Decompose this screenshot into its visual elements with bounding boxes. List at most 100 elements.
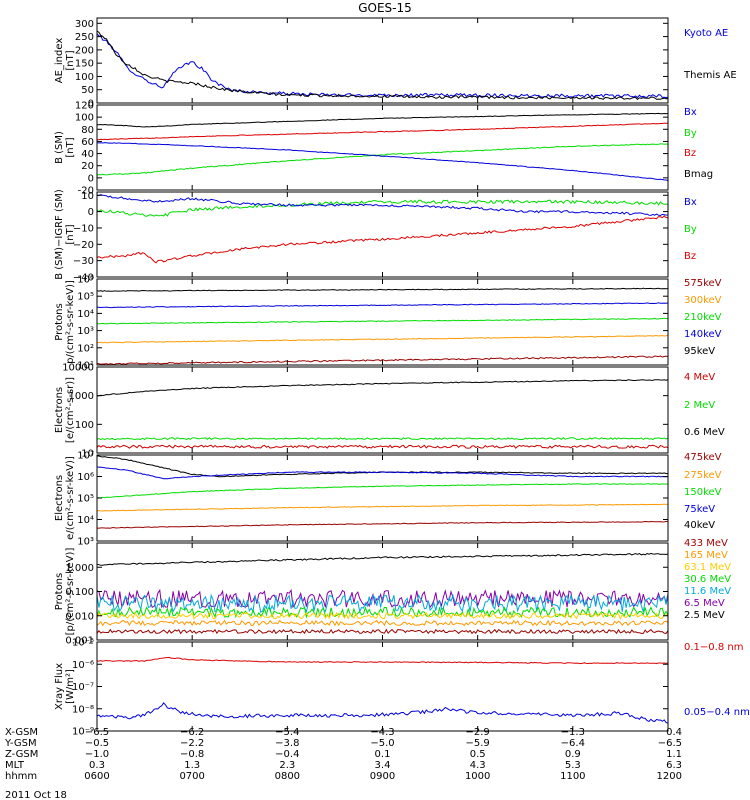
- series-protons_low-2: [96, 317, 669, 325]
- y-axis-label-line: [e/(cm²-s-sr)]: [65, 377, 76, 443]
- y-tick-label: 10³: [77, 537, 94, 548]
- legend-entry: 150keV: [684, 487, 722, 498]
- x-row-value: 1100: [560, 771, 585, 782]
- legend-entry: 140keV: [684, 329, 722, 340]
- y-tick-label: 10⁻⁹: [72, 727, 94, 738]
- series-bsm-0: [96, 112, 669, 128]
- x-row-label: Y-GSM: [4, 738, 37, 749]
- legend-entry: By: [684, 128, 697, 139]
- x-row-value: 0.3: [89, 760, 105, 771]
- series-bres-0: [96, 215, 668, 264]
- x-row-value: −5.4: [275, 727, 299, 738]
- series-xray-1: [96, 702, 669, 724]
- y-tick-label: 10: [81, 191, 94, 202]
- x-row-value: 4.3: [470, 760, 486, 771]
- y-tick-label: −40: [73, 273, 94, 284]
- y-axis-label: Electrons[e/(cm²-s-sr)]: [54, 377, 76, 443]
- y-tick-label: −30: [73, 256, 94, 267]
- panel-bres: −40 −30 −20 −10 0 10 B (SM)−IGRF (SM)[nT] Bx By B…: [54, 189, 697, 283]
- series-protons_mev-6: [96, 628, 669, 635]
- panel-frame: [96, 278, 669, 366]
- y-tick-label: −10: [73, 223, 94, 234]
- legend-entry: 4 MeV: [684, 372, 715, 383]
- panel-xray: 10⁻⁹ 10⁻⁸ 10⁻⁷ 10⁻⁶ 10⁻⁵ Xray Flux[W/m²] 0.1−0…: [54, 638, 750, 738]
- y-tick-label: 1.000: [65, 563, 94, 574]
- series-ae-1: [96, 30, 669, 101]
- y-tick-label: 60: [81, 137, 94, 148]
- series-electrons_mev-2: [96, 444, 669, 449]
- x-row-value: −3.8: [275, 738, 299, 749]
- y-tick-label: 120: [75, 101, 94, 112]
- x-row-value: 0900: [370, 771, 395, 782]
- x-row-value: −5.0: [370, 738, 394, 749]
- x-row-value: 3.4: [375, 760, 391, 771]
- panel-frame: [96, 191, 669, 278]
- y-axis-label-line: e/(cm²-s-sr-keV)]: [65, 456, 76, 540]
- date-label: 2011 Oct 18: [5, 790, 67, 800]
- y-tick-label: 10⁴: [77, 309, 94, 320]
- y-axis-label-line: [nT]: [65, 224, 76, 244]
- legend-entry: 30.6 MeV: [684, 574, 731, 585]
- panel-electrons_mev: 10 100 1000 10000 Electrons[e/(cm²-s-sr)] 4 M…: [54, 363, 725, 460]
- legend-entry: 300keV: [684, 295, 722, 306]
- y-tick-label: −20: [73, 240, 94, 251]
- y-axis-label-line: p/(cm²-s-sr-keV)]: [65, 280, 76, 364]
- legend-entry: 95keV: [684, 346, 715, 357]
- y-tick-label: 150: [75, 59, 94, 70]
- legend-entry: By: [684, 224, 697, 235]
- panel-protons_low: 10¹10²10³10⁴10⁵10⁶Protonsp/(cm²-s-sr-keV…: [54, 275, 722, 372]
- legend-entry: 0.05−0.4 nm: [684, 707, 750, 718]
- panel-frame: [96, 366, 669, 454]
- y-tick-label: 0.010: [65, 611, 94, 622]
- legend-entry: Bx: [684, 197, 697, 208]
- panel-frame: [96, 104, 669, 191]
- x-row-value: −5.9: [466, 738, 490, 749]
- series-bsm-1: [96, 122, 669, 141]
- y-tick-label: -20: [78, 186, 94, 197]
- y-tick-label: 10⁻⁶: [72, 660, 94, 671]
- y-axis-label: AE_index[nT]: [54, 38, 76, 84]
- legend-entry: 2.5 MeV: [684, 610, 725, 621]
- y-tick-label: 10⁵: [77, 494, 94, 505]
- series-protons_mev-3: [96, 605, 669, 619]
- series-electrons_kev-1: [96, 466, 669, 480]
- y-axis-label: Electronse/(cm²-s-sr-keV)]: [54, 456, 76, 540]
- x-row-value: −2.9: [466, 727, 490, 738]
- y-tick-label: 200: [75, 45, 94, 56]
- y-tick-label: 10¹: [77, 361, 94, 372]
- series-protons_mev-5: [96, 619, 669, 627]
- x-row-value: −1.0: [85, 749, 109, 760]
- y-tick-label: 0.100: [65, 587, 94, 598]
- panel-electrons_kev: 10³10⁴10⁵10⁶10⁷Electronse/(cm²-s-sr-keV)…: [54, 451, 722, 548]
- series-electrons_kev-3: [96, 503, 669, 512]
- y-tick-label: 20: [81, 161, 94, 172]
- y-axis-label-line: Protons: [54, 303, 65, 340]
- series-bres-2: [96, 194, 669, 217]
- y-axis-label-line: [nT]: [65, 137, 76, 157]
- y-axis-label: Protonsp/(cm²-s-sr-keV)]: [54, 280, 76, 364]
- legend-entry: 40keV: [684, 520, 715, 531]
- panel-protons_mev: 0.001 0.010 0.100 1.000Protons[p/(cm²-s-sr-…: [54, 538, 731, 647]
- y-tick-label: 40: [81, 149, 94, 160]
- y-tick-label: 250: [75, 32, 94, 43]
- legend-entry: 2 MeV: [684, 400, 715, 411]
- y-tick-label: 0: [88, 173, 94, 184]
- x-row-value: 0.4: [666, 727, 682, 738]
- y-tick-label: 10: [81, 449, 94, 460]
- legend-entry: 475keV: [684, 452, 722, 463]
- series-protons_low-1: [97, 302, 669, 309]
- y-axis-label-line: [W/m²]: [65, 669, 76, 704]
- y-axis-label-line: Xray Flux: [54, 663, 65, 710]
- x-row-value: −0.4: [275, 749, 299, 760]
- x-row-value: −1.3: [561, 727, 585, 738]
- series-bsm-2: [96, 143, 669, 176]
- y-tick-label: 10³: [77, 326, 94, 337]
- legend-entry: 6.5 MeV: [684, 598, 725, 609]
- legend-entry: Bx: [684, 107, 697, 118]
- x-row-value: −0.8: [180, 749, 204, 760]
- y-axis-label-line: B (SM): [54, 131, 65, 164]
- x-row-label: hhmm: [5, 771, 37, 782]
- legend-entry: Kyoto AE: [684, 28, 728, 39]
- legend-entry: 0.1−0.8 nm: [684, 642, 743, 653]
- x-axis-labels: X-GSM −6.5 −6.2 −5.4 −4.3 −2.9 −1.3 0.4 Y-GSM −0.…: [4, 727, 682, 782]
